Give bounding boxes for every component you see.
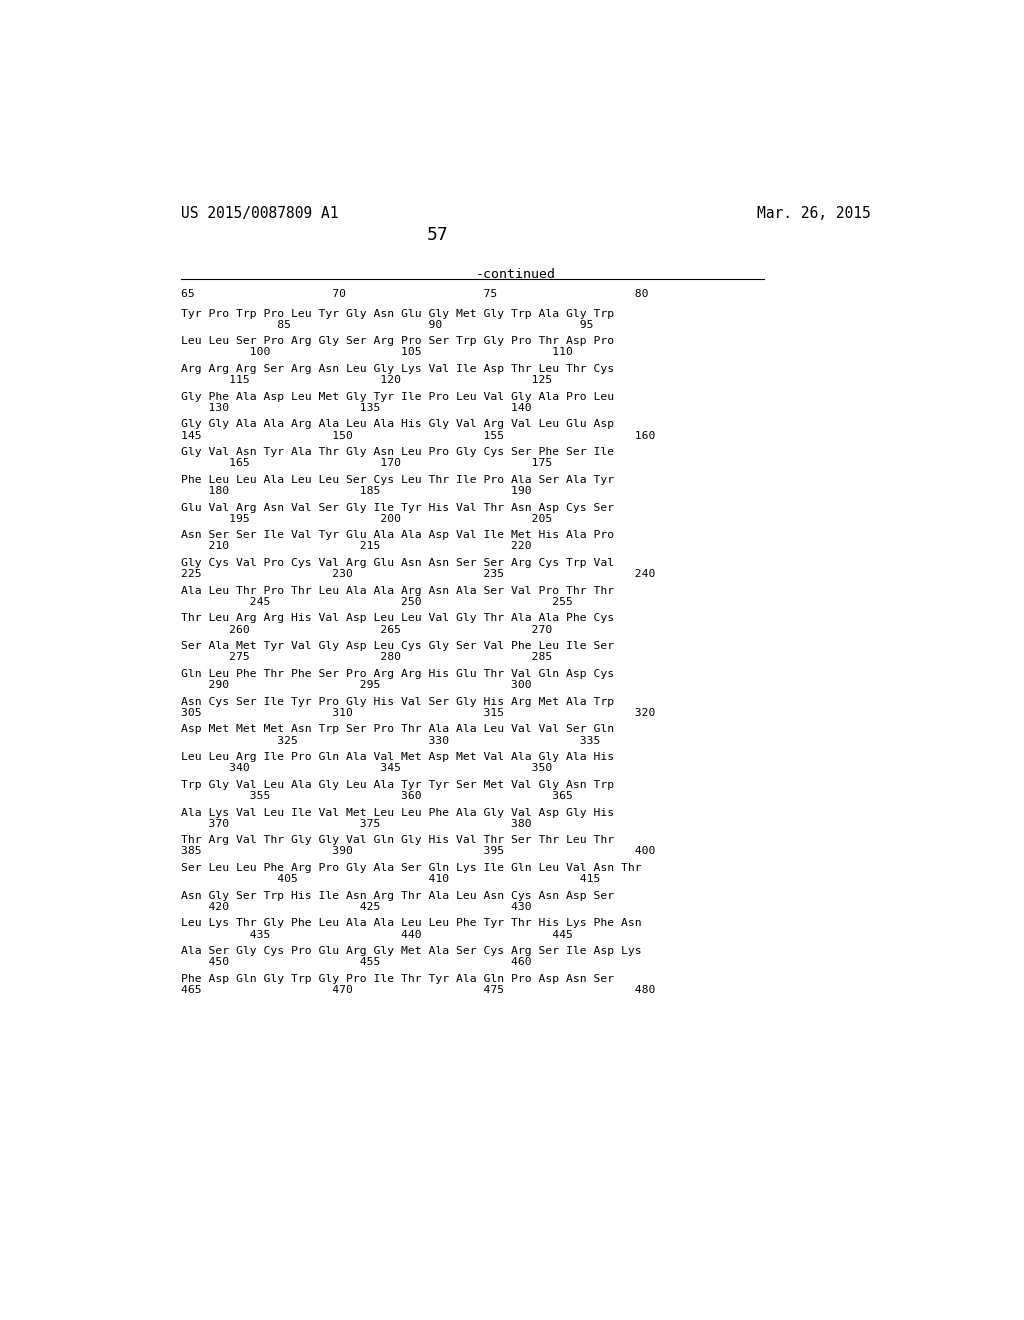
Text: Asn Gly Ser Trp His Ile Asn Arg Thr Ala Leu Asn Cys Asn Asp Ser: Asn Gly Ser Trp His Ile Asn Arg Thr Ala … xyxy=(180,891,613,900)
Text: Gly Val Asn Tyr Ala Thr Gly Asn Leu Pro Gly Cys Ser Phe Ser Ile: Gly Val Asn Tyr Ala Thr Gly Asn Leu Pro … xyxy=(180,447,613,457)
Text: Leu Leu Arg Ile Pro Gln Ala Val Met Asp Met Val Ala Gly Ala His: Leu Leu Arg Ile Pro Gln Ala Val Met Asp … xyxy=(180,752,613,762)
Text: Ala Lys Val Leu Ile Val Met Leu Leu Phe Ala Gly Val Asp Gly His: Ala Lys Val Leu Ile Val Met Leu Leu Phe … xyxy=(180,808,613,817)
Text: 405                   410                   415: 405 410 415 xyxy=(180,874,600,884)
Text: 180                   185                   190: 180 185 190 xyxy=(180,486,531,496)
Text: Ser Ala Met Tyr Val Gly Asp Leu Cys Gly Ser Val Phe Leu Ile Ser: Ser Ala Met Tyr Val Gly Asp Leu Cys Gly … xyxy=(180,642,613,651)
Text: 100                   105                   110: 100 105 110 xyxy=(180,347,572,358)
Text: Arg Arg Arg Ser Arg Asn Leu Gly Lys Val Ile Asp Thr Leu Thr Cys: Arg Arg Arg Ser Arg Asn Leu Gly Lys Val … xyxy=(180,364,613,374)
Text: 130                   135                   140: 130 135 140 xyxy=(180,403,531,413)
Text: 115                   120                   125: 115 120 125 xyxy=(180,375,552,385)
Text: Mar. 26, 2015: Mar. 26, 2015 xyxy=(757,206,870,222)
Text: 340                   345                   350: 340 345 350 xyxy=(180,763,552,774)
Text: Ala Leu Thr Pro Thr Leu Ala Ala Arg Asn Ala Ser Val Pro Thr Thr: Ala Leu Thr Pro Thr Leu Ala Ala Arg Asn … xyxy=(180,586,613,595)
Text: Phe Asp Gln Gly Trp Gly Pro Ile Thr Tyr Ala Gln Pro Asp Asn Ser: Phe Asp Gln Gly Trp Gly Pro Ile Thr Tyr … xyxy=(180,974,613,983)
Text: 465                   470                   475                   480: 465 470 475 480 xyxy=(180,985,655,995)
Text: Glu Val Arg Asn Val Ser Gly Ile Tyr His Val Thr Asn Asp Cys Ser: Glu Val Arg Asn Val Ser Gly Ile Tyr His … xyxy=(180,503,613,512)
Text: Thr Arg Val Thr Gly Gly Val Gln Gly His Val Thr Ser Thr Leu Thr: Thr Arg Val Thr Gly Gly Val Gln Gly His … xyxy=(180,836,613,845)
Text: 435                   440                   445: 435 440 445 xyxy=(180,929,572,940)
Text: 275                   280                   285: 275 280 285 xyxy=(180,652,552,663)
Text: Gly Cys Val Pro Cys Val Arg Glu Asn Asn Ser Ser Arg Cys Trp Val: Gly Cys Val Pro Cys Val Arg Glu Asn Asn … xyxy=(180,558,613,568)
Text: Asp Met Met Met Asn Trp Ser Pro Thr Ala Ala Leu Val Val Ser Gln: Asp Met Met Met Asn Trp Ser Pro Thr Ala … xyxy=(180,725,613,734)
Text: Phe Leu Leu Ala Leu Leu Ser Cys Leu Thr Ile Pro Ala Ser Ala Tyr: Phe Leu Leu Ala Leu Leu Ser Cys Leu Thr … xyxy=(180,475,613,484)
Text: 225                   230                   235                   240: 225 230 235 240 xyxy=(180,569,655,579)
Text: 290                   295                   300: 290 295 300 xyxy=(180,680,531,690)
Text: 420                   425                   430: 420 425 430 xyxy=(180,902,531,912)
Text: Ser Leu Leu Phe Arg Pro Gly Ala Ser Gln Lys Ile Gln Leu Val Asn Thr: Ser Leu Leu Phe Arg Pro Gly Ala Ser Gln … xyxy=(180,863,641,873)
Text: 85                    90                    95: 85 90 95 xyxy=(180,319,593,330)
Text: Leu Lys Thr Gly Phe Leu Ala Ala Leu Leu Phe Tyr Thr His Lys Phe Asn: Leu Lys Thr Gly Phe Leu Ala Ala Leu Leu … xyxy=(180,919,641,928)
Text: 305                   310                   315                   320: 305 310 315 320 xyxy=(180,708,655,718)
Text: 210                   215                   220: 210 215 220 xyxy=(180,541,531,552)
Text: Thr Leu Arg Arg His Val Asp Leu Leu Val Gly Thr Ala Ala Phe Cys: Thr Leu Arg Arg His Val Asp Leu Leu Val … xyxy=(180,614,613,623)
Text: 57: 57 xyxy=(427,226,449,244)
Text: 450                   455                   460: 450 455 460 xyxy=(180,957,531,968)
Text: US 2015/0087809 A1: US 2015/0087809 A1 xyxy=(180,206,338,222)
Text: 245                   250                   255: 245 250 255 xyxy=(180,597,572,607)
Text: 195                   200                   205: 195 200 205 xyxy=(180,513,552,524)
Text: 165                   170                   175: 165 170 175 xyxy=(180,458,552,469)
Text: Leu Leu Ser Pro Arg Gly Ser Arg Pro Ser Trp Gly Pro Thr Asp Pro: Leu Leu Ser Pro Arg Gly Ser Arg Pro Ser … xyxy=(180,337,613,346)
Text: 145                   150                   155                   160: 145 150 155 160 xyxy=(180,430,655,441)
Text: -continued: -continued xyxy=(475,268,555,281)
Text: Gln Leu Phe Thr Phe Ser Pro Arg Arg His Glu Thr Val Gln Asp Cys: Gln Leu Phe Thr Phe Ser Pro Arg Arg His … xyxy=(180,669,613,678)
Text: Gly Gly Ala Ala Arg Ala Leu Ala His Gly Val Arg Val Leu Glu Asp: Gly Gly Ala Ala Arg Ala Leu Ala His Gly … xyxy=(180,420,613,429)
Text: 355                   360                   365: 355 360 365 xyxy=(180,791,572,801)
Text: Trp Gly Val Leu Ala Gly Leu Ala Tyr Tyr Ser Met Val Gly Asn Trp: Trp Gly Val Leu Ala Gly Leu Ala Tyr Tyr … xyxy=(180,780,613,789)
Text: 370                   375                   380: 370 375 380 xyxy=(180,818,531,829)
Text: Gly Phe Ala Asp Leu Met Gly Tyr Ile Pro Leu Val Gly Ala Pro Leu: Gly Phe Ala Asp Leu Met Gly Tyr Ile Pro … xyxy=(180,392,613,401)
Text: Asn Cys Ser Ile Tyr Pro Gly His Val Ser Gly His Arg Met Ala Trp: Asn Cys Ser Ile Tyr Pro Gly His Val Ser … xyxy=(180,697,613,706)
Text: 65                    70                    75                    80: 65 70 75 80 xyxy=(180,289,648,300)
Text: Ala Ser Gly Cys Pro Glu Arg Gly Met Ala Ser Cys Arg Ser Ile Asp Lys: Ala Ser Gly Cys Pro Glu Arg Gly Met Ala … xyxy=(180,946,641,956)
Text: 260                   265                   270: 260 265 270 xyxy=(180,624,552,635)
Text: Tyr Pro Trp Pro Leu Tyr Gly Asn Glu Gly Met Gly Trp Ala Gly Trp: Tyr Pro Trp Pro Leu Tyr Gly Asn Glu Gly … xyxy=(180,309,613,318)
Text: Asn Ser Ser Ile Val Tyr Glu Ala Ala Asp Val Ile Met His Ala Pro: Asn Ser Ser Ile Val Tyr Glu Ala Ala Asp … xyxy=(180,531,613,540)
Text: 325                   330                   335: 325 330 335 xyxy=(180,735,600,746)
Text: 385                   390                   395                   400: 385 390 395 400 xyxy=(180,846,655,857)
